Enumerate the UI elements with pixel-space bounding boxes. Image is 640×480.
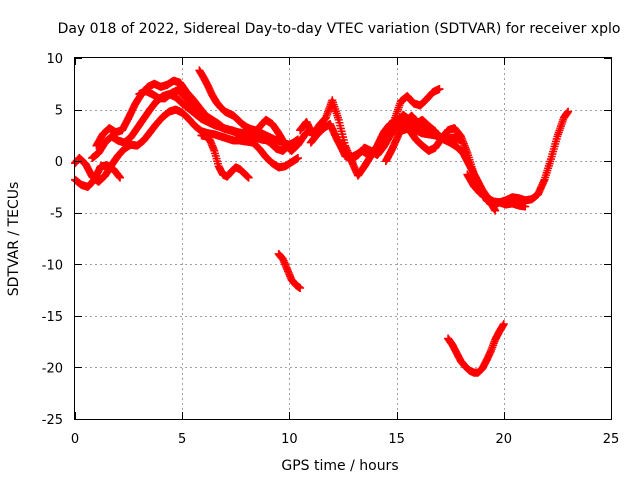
grid-lines — [75, 58, 611, 419]
series-sat-01 — [71, 161, 125, 191]
series-sat-07 — [197, 131, 253, 182]
data-points — [71, 66, 573, 377]
y-tick-label: -10 — [42, 258, 63, 273]
data-point — [296, 284, 305, 293]
y-tick-label: -20 — [42, 361, 63, 376]
x-tick-label: 10 — [281, 432, 298, 447]
series-sat-02 — [71, 105, 302, 186]
y-tick-label: 5 — [55, 104, 63, 119]
axes: 0 5 10 15 20 25 -25 -20 -15 -10 -5 0 5 10 — [42, 52, 620, 447]
y-tick-label: 10 — [46, 52, 63, 67]
x-axis-label: GPS time / hours — [281, 458, 398, 474]
y-tick-label: -5 — [50, 207, 63, 222]
data-point — [293, 154, 302, 163]
series-sat-06 — [195, 66, 302, 149]
x-tick-label: 0 — [71, 432, 79, 447]
x-tick-label: 15 — [388, 432, 405, 447]
series-sat-15 — [444, 320, 508, 377]
y-tick-label: 0 — [55, 155, 63, 170]
chart-title: Day 018 of 2022, Sidereal Day-to-day VTE… — [58, 21, 621, 37]
y-axis-label: SDTVAR / TECUs — [6, 182, 22, 297]
x-tick-label: 5 — [178, 432, 186, 447]
y-tick-label: -25 — [42, 413, 63, 428]
series-sat-14 — [463, 170, 530, 211]
data-point — [564, 107, 573, 116]
plot-frame — [74, 57, 612, 420]
x-tick-label: 20 — [496, 432, 513, 447]
data-point — [116, 173, 125, 182]
series-sat-12 — [381, 111, 500, 215]
data-point — [435, 84, 444, 93]
x-tick-label: 25 — [603, 432, 620, 447]
data-point — [521, 202, 530, 211]
series-sat-05 — [135, 85, 272, 145]
y-tick-label: -15 — [42, 310, 63, 325]
data-point — [499, 320, 508, 329]
data-point — [244, 173, 253, 182]
series-sat-08 — [274, 249, 305, 293]
data-point — [293, 135, 302, 144]
